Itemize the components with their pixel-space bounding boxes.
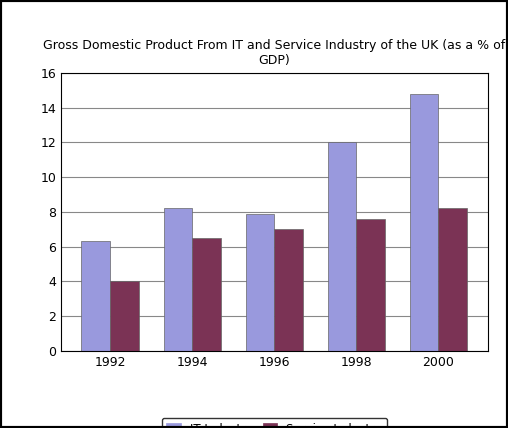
- Bar: [164, 208, 192, 351]
- Bar: [357, 219, 385, 351]
- Bar: [438, 208, 467, 351]
- Bar: [274, 229, 303, 351]
- Bar: [245, 214, 274, 351]
- Bar: [328, 142, 357, 351]
- Bar: [81, 241, 110, 351]
- Bar: [110, 282, 139, 351]
- Title: Gross Domestic Product From IT and Service Industry of the UK (as a % of
GDP): Gross Domestic Product From IT and Servi…: [43, 39, 505, 68]
- Bar: [192, 238, 221, 351]
- Legend: IT Industry, Service Industry: IT Industry, Service Industry: [162, 418, 387, 428]
- Bar: [410, 94, 438, 351]
